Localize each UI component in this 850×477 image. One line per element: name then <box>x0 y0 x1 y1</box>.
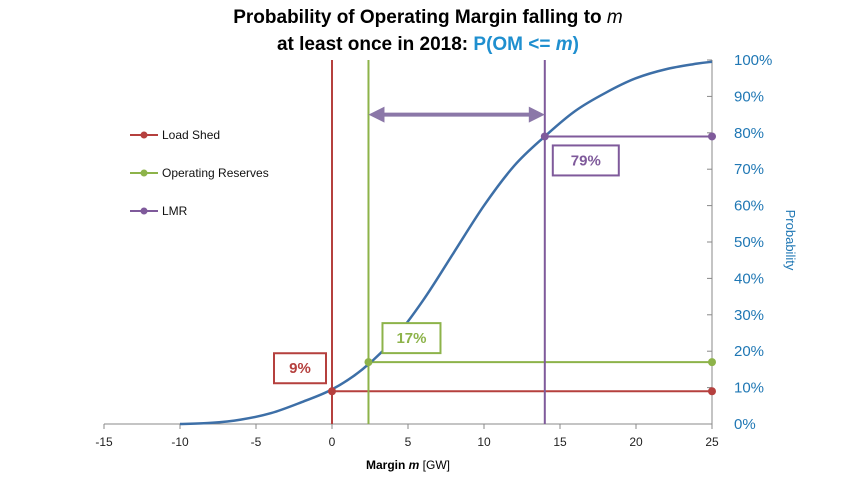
threshold-intersection-point <box>364 358 373 367</box>
x-tick-label: 20 <box>629 435 643 449</box>
x-tick-label: 5 <box>405 435 412 449</box>
threshold-callout-box <box>381 322 442 355</box>
y-tick-label: 50% <box>734 234 764 251</box>
chart-title-line2: at least once in 2018: P(OM <= m) <box>277 34 579 55</box>
y-tick-label: 30% <box>734 307 764 324</box>
y-tick-label: 20% <box>734 343 764 360</box>
threshold-callout-box <box>273 352 327 385</box>
probability-curve <box>179 60 713 426</box>
y-tick-label: 70% <box>734 161 764 178</box>
y-axis-label: Probability <box>783 210 798 271</box>
y-tick-label: 10% <box>734 380 764 397</box>
threshold-callout-label: 79% <box>571 152 601 169</box>
y-tick-label: 40% <box>734 270 764 287</box>
threshold-callout-box <box>551 144 620 177</box>
y-tick-label: 80% <box>734 125 764 142</box>
lmr-reserve-gap-arrow <box>368 106 545 123</box>
legend-entry-label: Operating Reserves <box>162 166 269 180</box>
threshold-callouts: 9% 17% 79% <box>273 144 620 385</box>
y-tick-label: 0% <box>734 416 756 433</box>
arrow-head-right <box>528 106 545 123</box>
threshold-callout-label: 17% <box>396 330 426 347</box>
threshold-end-point <box>708 358 716 367</box>
threshold-points <box>328 132 716 396</box>
x-tick-label: 15 <box>553 435 567 449</box>
legend-entry-label: LMR <box>162 204 188 218</box>
threshold-intersection-point <box>328 387 336 396</box>
legend: Load Shed Operating Reserves LMR <box>130 128 269 218</box>
legend-marker <box>140 207 148 215</box>
chart-title-line1: Probability of Operating Margin falling … <box>233 7 623 28</box>
x-tick-label: 25 <box>705 435 719 449</box>
y-axis-ticks: 0% 10% 20% 30% 40% 50% 60% 70% 80% 90% 100% <box>707 52 772 433</box>
y-tick-label: 100% <box>734 52 772 69</box>
x-axis-label: Margin m [GW] <box>366 458 450 472</box>
y-tick-label: 60% <box>734 198 764 215</box>
threshold-end-point <box>708 387 716 396</box>
threshold-end-point <box>708 132 716 141</box>
x-axis-ticks: -15 -10 -5 0 5 10 15 20 25 <box>95 424 719 449</box>
threshold-intersection-point <box>540 132 549 141</box>
x-tick-label: -15 <box>95 435 113 449</box>
arrow-head-left <box>368 106 385 123</box>
legend-marker <box>140 169 148 177</box>
x-tick-label: -5 <box>251 435 262 449</box>
x-tick-label: 10 <box>477 435 491 449</box>
legend-marker <box>140 131 148 139</box>
y-tick-label: 90% <box>734 88 764 105</box>
x-tick-label: -10 <box>171 435 189 449</box>
x-tick-label: 0 <box>329 435 336 449</box>
threshold-callout-label: 9% <box>289 360 311 377</box>
legend-entry-label: Load Shed <box>162 128 220 142</box>
